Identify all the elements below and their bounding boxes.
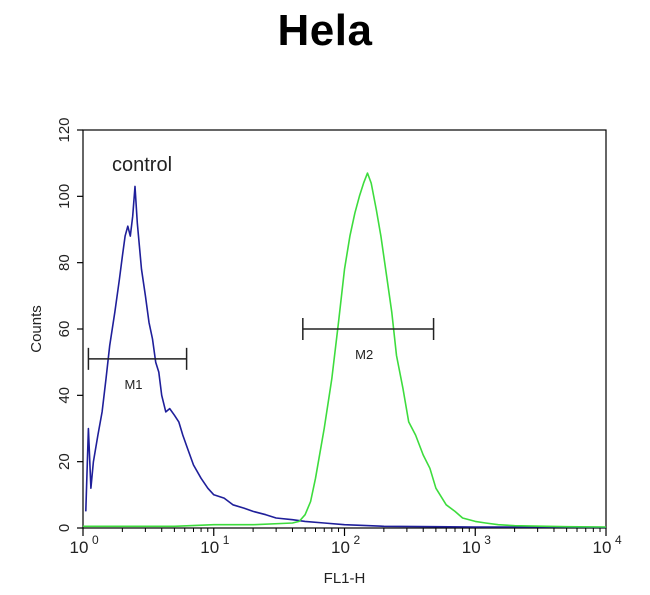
- label-layer: FL1-H Counts control: [28, 154, 365, 587]
- x-tick-exponent: 0: [92, 533, 99, 547]
- x-tick-label: 10: [200, 538, 219, 557]
- marker-layer: M1 M2: [87, 318, 435, 392]
- series-layer: [83, 172, 607, 529]
- x-tick-label: 10: [462, 538, 481, 557]
- sample-histogram-line: [83, 172, 607, 528]
- y-tick-label: 120: [56, 117, 73, 142]
- y-tick-label: 20: [56, 453, 73, 470]
- chart-title: Hela: [277, 6, 373, 55]
- y-axis-label: Counts: [28, 305, 45, 353]
- x-tick-exponent: 4: [615, 533, 622, 547]
- x-axis-label: FL1-H: [324, 570, 366, 587]
- control-histogram-line: [85, 185, 607, 529]
- x-tick-label: 10: [331, 538, 350, 557]
- y-tick-label: 40: [56, 387, 73, 404]
- x-tick-exponent: 3: [484, 533, 491, 547]
- y-tick-label: 80: [56, 254, 73, 271]
- x-tick-exponent: 1: [223, 533, 230, 547]
- y-tick-label: 60: [56, 321, 73, 338]
- marker-label: M1: [124, 377, 142, 392]
- marker-label: M2: [355, 347, 373, 362]
- x-tick-label: 10: [70, 538, 89, 557]
- x-tick-label: 10: [593, 538, 612, 557]
- control-annotation: control: [112, 154, 172, 176]
- y-tick-label: 100: [56, 184, 73, 209]
- y-tick-label: 0: [56, 524, 73, 532]
- x-tick-exponent: 2: [354, 533, 361, 547]
